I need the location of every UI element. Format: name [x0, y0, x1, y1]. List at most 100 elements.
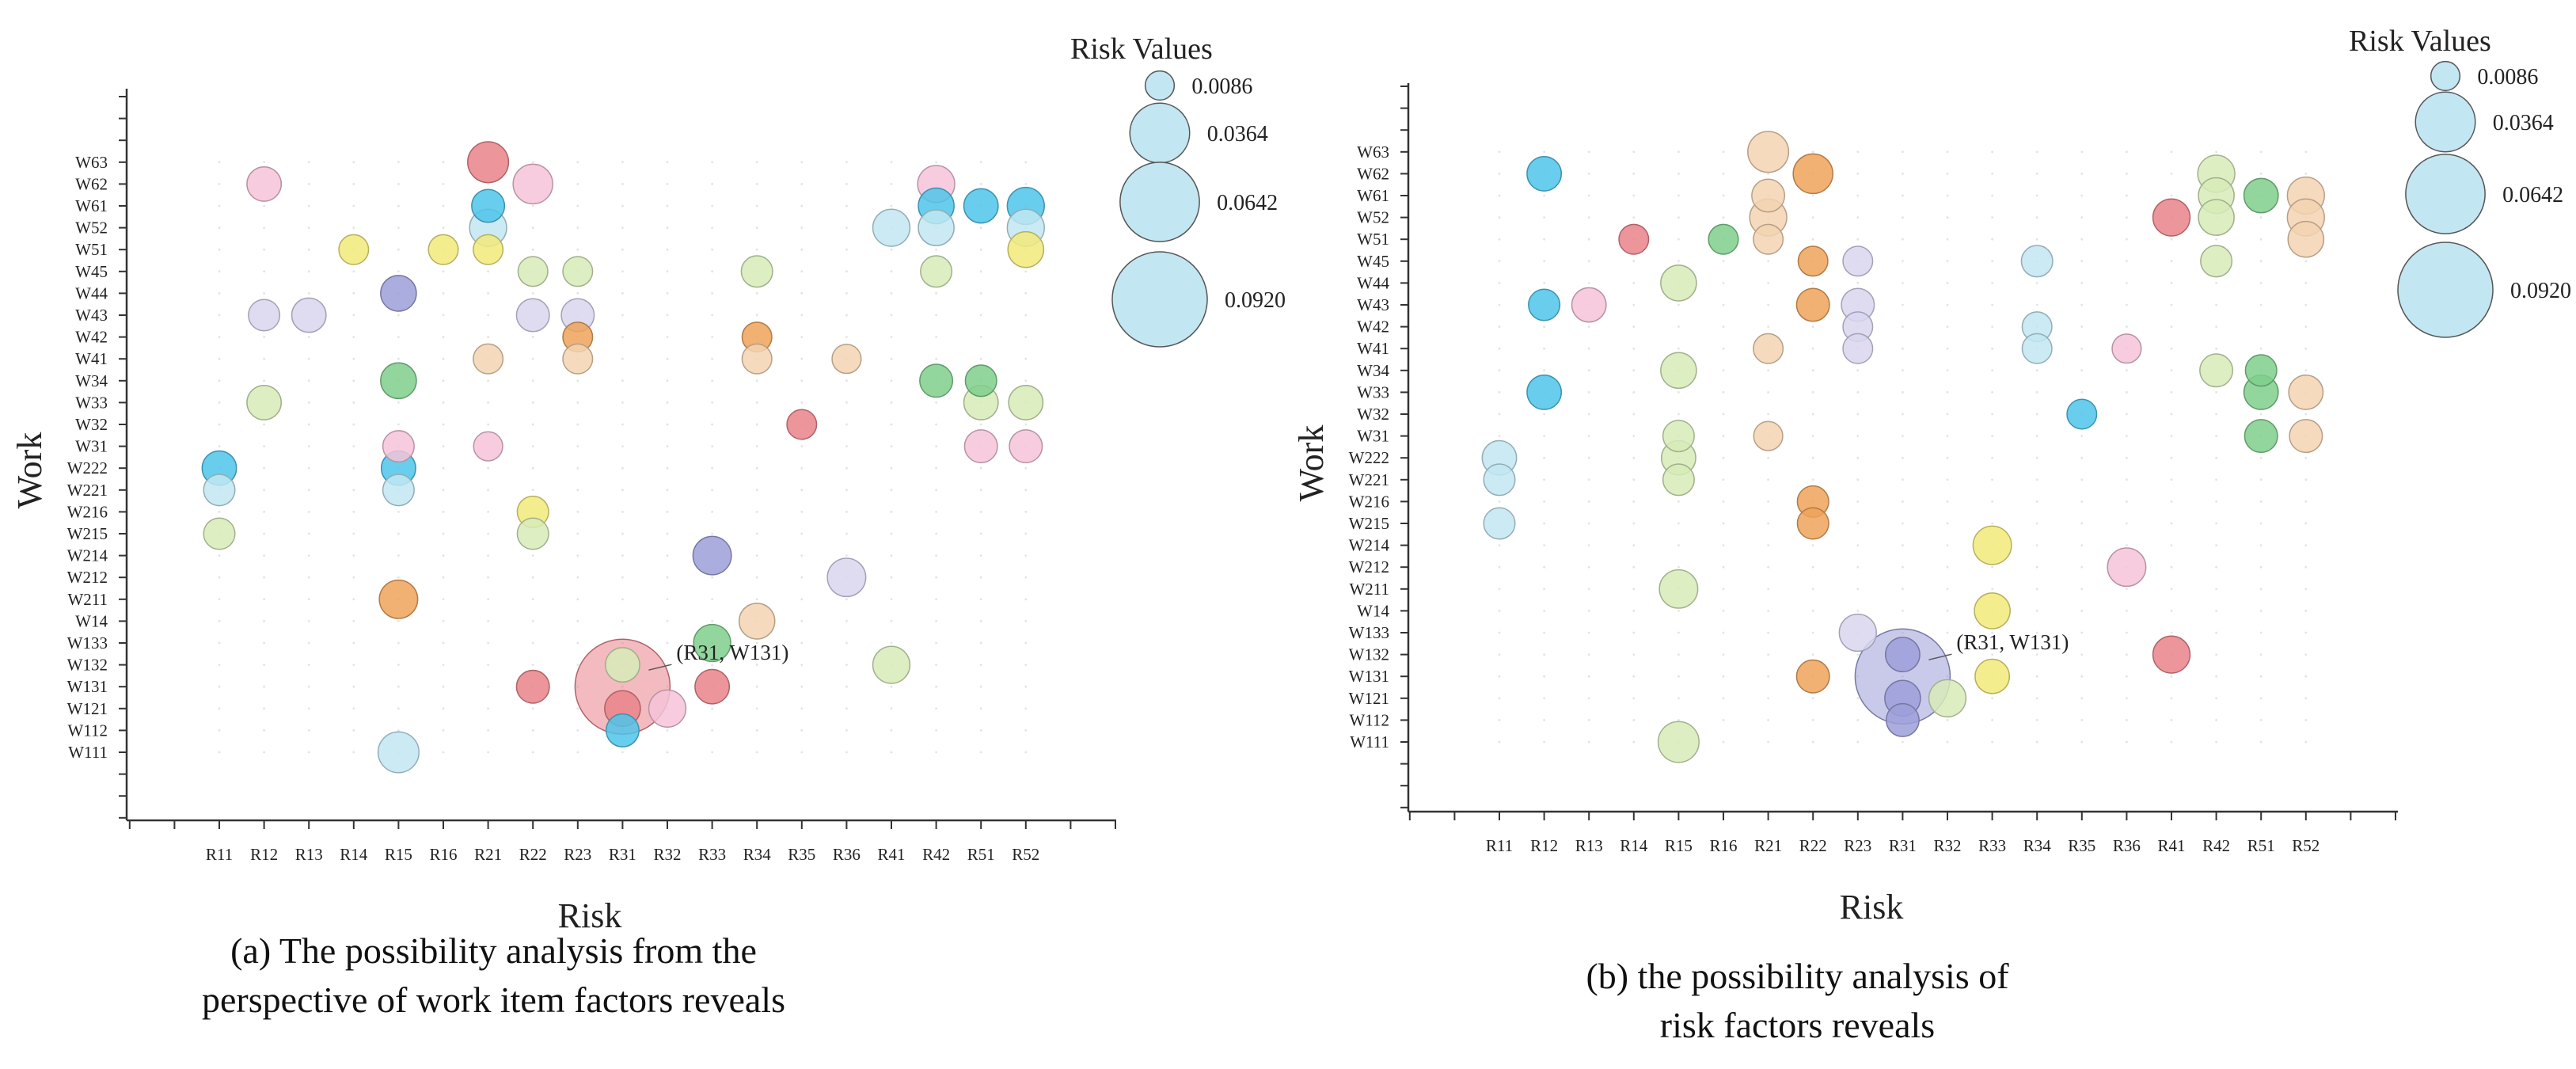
grid-dot [979, 183, 982, 185]
grid-dot [890, 751, 893, 754]
grid-dot [2035, 478, 2038, 481]
grid-dot [979, 576, 982, 579]
y-tick-label: W43 [75, 306, 108, 325]
grid-dot [2304, 303, 2308, 306]
grid-dot [352, 532, 355, 535]
grid-dot [576, 204, 579, 207]
grid-dot [2259, 588, 2263, 591]
legend-value: 0.0920 [2510, 279, 2571, 303]
y-tick-label: W63 [75, 153, 108, 172]
bubble-point [1747, 131, 1790, 173]
grid-dot [1632, 303, 1636, 306]
grid-dot [1587, 194, 1590, 197]
grid-dot [487, 620, 489, 622]
bubble-point [246, 384, 283, 420]
y-tick-label: W31 [1357, 427, 1389, 446]
grid-dot [487, 270, 489, 273]
grid-dot [1543, 588, 1545, 591]
grid-dot [1632, 413, 1636, 416]
grid-dot [2215, 719, 2217, 721]
grid-dot [1632, 347, 1636, 350]
grid-dot [1024, 357, 1028, 360]
grid-dot [397, 226, 400, 229]
grid-dot [1677, 194, 1680, 197]
bubble-point [203, 474, 236, 507]
legend-bubble [1111, 251, 1208, 348]
grid-dot [1587, 653, 1590, 656]
grid-dot [1811, 194, 1814, 197]
grid-dot [2080, 500, 2084, 503]
grid-dot [1587, 697, 1590, 700]
bubble-point [2199, 353, 2234, 388]
grid-dot [2215, 391, 2217, 394]
grid-dot [218, 576, 221, 579]
grid-dot [442, 270, 445, 273]
grid-dot [1587, 588, 1590, 591]
grid-dot [397, 401, 400, 404]
bubble-point [963, 188, 999, 224]
bubble-point [1571, 287, 1607, 323]
grid-dot [576, 401, 579, 404]
bubble-point [1662, 463, 1695, 496]
grid-dot [352, 270, 355, 273]
grid-dot [845, 401, 848, 404]
grid-dot [2215, 435, 2217, 437]
grid-dot [442, 401, 445, 404]
grid-dot [1811, 478, 1814, 481]
grid-dot [1498, 347, 1501, 350]
grid-dot [1543, 435, 1545, 437]
grid-dot [1767, 456, 1769, 459]
grid-dot [2126, 588, 2128, 591]
grid-dot [711, 314, 713, 317]
bubble-point [1796, 507, 1829, 540]
grid-dot [1722, 413, 1725, 416]
grid-dot [2126, 719, 2128, 721]
grid-dot [755, 489, 758, 492]
grid-dot [1856, 522, 1860, 525]
grid-dot [1722, 588, 1725, 591]
y-axis-label: Work [1292, 425, 1331, 502]
grid-dot [621, 379, 624, 382]
grid-dot [755, 707, 758, 710]
grid-dot [442, 641, 445, 645]
grid-dot [935, 664, 937, 666]
grid-dot [845, 511, 848, 513]
grid-dot [531, 248, 534, 251]
x-tick-label: R51 [967, 845, 995, 864]
grid-dot [487, 554, 489, 557]
grid-dot [2035, 675, 2038, 678]
grid-dot [755, 401, 758, 404]
bubble-point [963, 429, 998, 464]
x-tick-label: R36 [833, 845, 861, 864]
caption-a-line1: (a) The possibility analysis from the [230, 930, 757, 971]
grid-dot [890, 357, 893, 360]
bubble-point [377, 731, 420, 774]
grid-dot [2170, 391, 2173, 394]
grid-dot [979, 270, 982, 273]
grid-dot [800, 511, 804, 513]
grid-dot [800, 379, 804, 382]
grid-dot [935, 401, 937, 404]
grid-dot [1811, 347, 1814, 350]
grid-dot [531, 576, 534, 579]
grid-dot [666, 379, 669, 382]
grid-dot [218, 445, 221, 447]
grid-dot [1902, 740, 1904, 744]
bubble-point [517, 256, 549, 287]
grid-dot [1498, 740, 1501, 744]
grid-dot [711, 423, 713, 426]
grid-dot [1902, 173, 1904, 175]
grid-dot [755, 226, 758, 229]
grid-dot [531, 379, 534, 382]
grid-dot [890, 292, 893, 295]
grid-dot [576, 445, 579, 447]
y-tick-label: W62 [1357, 164, 1389, 183]
grid-dot [263, 598, 265, 601]
grid-dot [1722, 478, 1725, 481]
grid-dot [666, 423, 669, 426]
x-tick-label: R36 [2113, 836, 2141, 855]
grid-dot [2259, 413, 2263, 416]
grid-dot [442, 336, 445, 338]
grid-dot [2080, 610, 2084, 612]
grid-dot [442, 532, 445, 535]
